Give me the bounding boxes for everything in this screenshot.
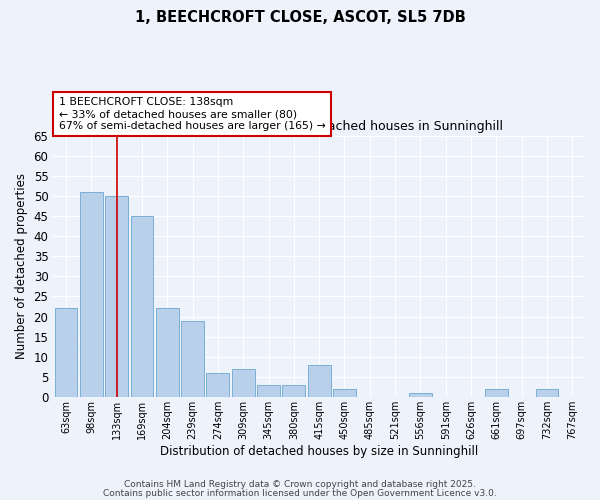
Bar <box>181 320 204 397</box>
X-axis label: Distribution of detached houses by size in Sunninghill: Distribution of detached houses by size … <box>160 444 478 458</box>
Text: Contains HM Land Registry data © Crown copyright and database right 2025.: Contains HM Land Registry data © Crown c… <box>124 480 476 489</box>
Bar <box>308 364 331 397</box>
Bar <box>80 192 103 397</box>
Bar <box>105 196 128 397</box>
Bar <box>156 308 179 397</box>
Bar <box>55 308 77 397</box>
Bar <box>536 389 559 397</box>
Bar <box>257 385 280 397</box>
Bar <box>206 372 229 397</box>
Text: 1 BEECHCROFT CLOSE: 138sqm
← 33% of detached houses are smaller (80)
67% of semi: 1 BEECHCROFT CLOSE: 138sqm ← 33% of deta… <box>59 98 325 130</box>
Y-axis label: Number of detached properties: Number of detached properties <box>15 174 28 360</box>
Bar <box>232 368 254 397</box>
Text: 1, BEECHCROFT CLOSE, ASCOT, SL5 7DB: 1, BEECHCROFT CLOSE, ASCOT, SL5 7DB <box>134 10 466 25</box>
Text: Contains public sector information licensed under the Open Government Licence v3: Contains public sector information licen… <box>103 489 497 498</box>
Bar <box>485 389 508 397</box>
Bar <box>131 216 154 397</box>
Bar <box>333 389 356 397</box>
Bar <box>409 393 432 397</box>
Title: Size of property relative to detached houses in Sunninghill: Size of property relative to detached ho… <box>136 120 503 134</box>
Bar <box>283 385 305 397</box>
